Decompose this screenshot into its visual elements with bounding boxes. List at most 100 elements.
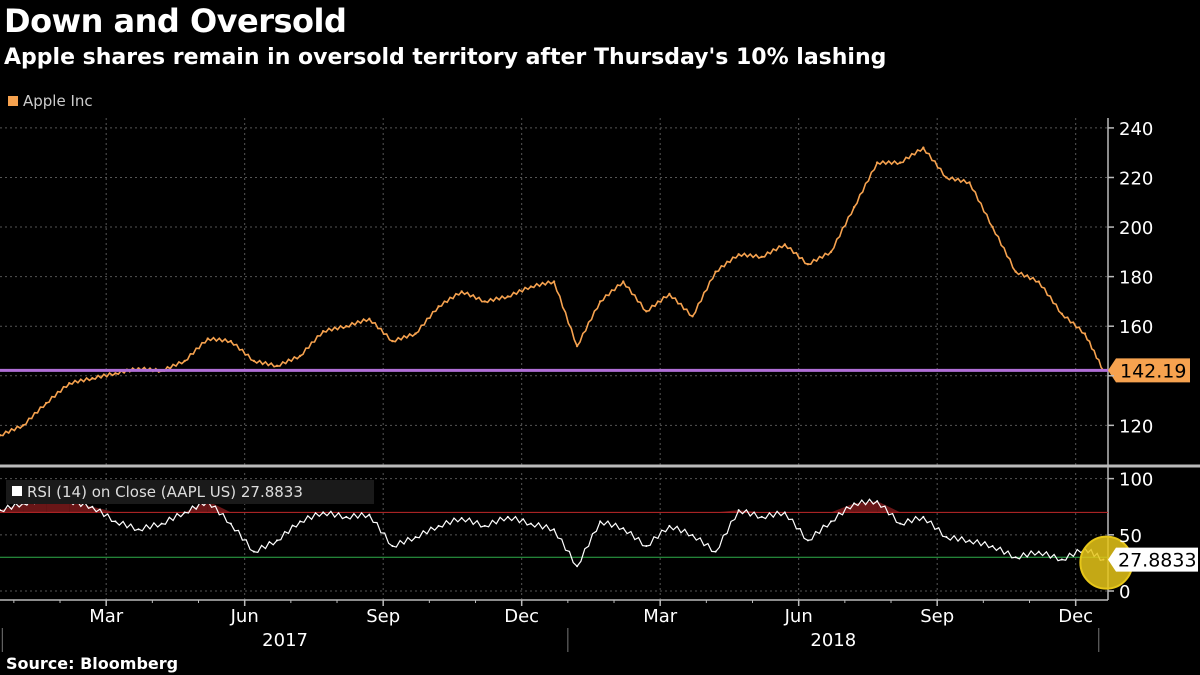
price-point xyxy=(391,339,394,343)
last-price-label: 142.19 xyxy=(1120,360,1186,382)
price-point xyxy=(875,161,879,164)
price-point xyxy=(552,280,556,283)
rsi-point xyxy=(0,509,1,512)
overbought-fill xyxy=(831,503,855,513)
rsi-point xyxy=(1060,558,1063,561)
rsi-point xyxy=(945,536,948,539)
overbought-fill xyxy=(854,501,878,513)
price-point xyxy=(529,285,533,288)
rsi-point xyxy=(160,522,163,525)
price-point xyxy=(806,263,810,266)
rsi-legend-text: RSI (14) on Close (AAPL US) 27.8833 xyxy=(27,483,303,501)
price-point xyxy=(829,250,833,254)
price-point xyxy=(783,243,787,246)
rsi-point xyxy=(483,524,486,527)
price-line xyxy=(0,146,1105,437)
price-point xyxy=(437,305,440,308)
rsi-point xyxy=(276,539,278,542)
rsi-point xyxy=(437,524,440,527)
price-point xyxy=(645,310,648,313)
rsi-point xyxy=(114,520,117,523)
price-point xyxy=(1014,270,1017,273)
last-price-bg xyxy=(1108,358,1190,383)
price-point xyxy=(899,161,902,164)
price-point xyxy=(598,300,602,303)
rsi-tick-label: 0 xyxy=(1119,582,1130,603)
year-label: 2018 xyxy=(810,630,856,651)
rsi-point xyxy=(853,502,856,505)
rsi-tick-label: 100 xyxy=(1119,470,1153,491)
price-point xyxy=(483,300,486,303)
price-tick-label: 240 xyxy=(1119,119,1153,140)
rsi-point xyxy=(576,565,579,568)
price-point xyxy=(852,206,856,209)
price-point xyxy=(229,339,233,343)
price-tick-label: 220 xyxy=(1119,168,1153,189)
overbought-fill xyxy=(738,510,762,513)
price-point xyxy=(1083,332,1087,335)
price-tick-label: 160 xyxy=(1119,317,1153,338)
rsi-legend: RSI (14) on Close (AAPL US) 27.8833 xyxy=(6,480,374,504)
rsi-point xyxy=(414,536,417,539)
price-point xyxy=(737,253,740,256)
price-layer: 142.19 xyxy=(0,146,1190,437)
price-point xyxy=(252,359,256,363)
price-point xyxy=(506,295,510,298)
price-point xyxy=(1060,312,1064,316)
rsi-point xyxy=(137,528,140,531)
price-tick-label: 180 xyxy=(1119,268,1153,289)
rsi-legend-bg xyxy=(6,480,374,504)
rsi-point xyxy=(783,511,786,514)
month-label: Mar xyxy=(643,606,678,627)
rsi-point xyxy=(299,520,302,523)
chart-subtitle: Apple shares remain in oversold territor… xyxy=(4,45,887,70)
rsi-point xyxy=(899,522,902,525)
rsi-point xyxy=(806,539,809,542)
legend-label: Apple Inc xyxy=(23,92,93,110)
price-point xyxy=(691,315,694,318)
rsi-point xyxy=(1014,556,1017,559)
price-point xyxy=(414,332,417,335)
price-point xyxy=(460,290,463,293)
rsi-point xyxy=(229,522,232,525)
price-point xyxy=(44,401,48,405)
rsi-line xyxy=(0,496,1104,568)
month-label: Jun xyxy=(784,606,813,627)
price-point xyxy=(991,225,994,229)
price-point xyxy=(1037,280,1040,283)
rsi-point xyxy=(529,522,532,525)
rsi-point xyxy=(1037,550,1040,553)
month-label: Dec xyxy=(504,606,539,627)
rsi-point xyxy=(668,524,671,527)
rsi-point xyxy=(345,515,348,518)
price-point xyxy=(21,424,25,427)
rsi-point xyxy=(876,500,879,503)
rsi-point xyxy=(183,511,186,514)
price-point xyxy=(0,434,2,437)
rsi-point xyxy=(599,520,602,523)
rsi-point xyxy=(968,539,971,542)
rsi-point xyxy=(252,550,255,553)
rsi-point xyxy=(691,533,694,536)
source-note: Source: Bloomberg xyxy=(6,654,179,673)
price-point xyxy=(183,359,186,363)
rsi-layer: 27.8833 xyxy=(0,496,1198,590)
grid xyxy=(0,118,1108,600)
rsi-point xyxy=(322,511,325,514)
month-label: Sep xyxy=(920,606,954,627)
price-point xyxy=(321,329,325,333)
rsi-point xyxy=(991,545,994,548)
price-point xyxy=(922,146,925,149)
price-point xyxy=(345,325,348,328)
rsi-point xyxy=(645,545,648,548)
price-point xyxy=(368,317,371,320)
rsi-point xyxy=(91,505,94,508)
rsi-point xyxy=(830,520,832,523)
year-label: 2017 xyxy=(262,630,308,651)
month-label: Jun xyxy=(230,606,259,627)
last-price-tag: 142.19 xyxy=(1108,358,1190,383)
axis-layer: 120 160 180 200 220 240 0 50 100 Mar Jun Sep Dec Mar J… xyxy=(1,119,1153,652)
rsi-point xyxy=(391,545,394,548)
price-point xyxy=(206,337,209,340)
